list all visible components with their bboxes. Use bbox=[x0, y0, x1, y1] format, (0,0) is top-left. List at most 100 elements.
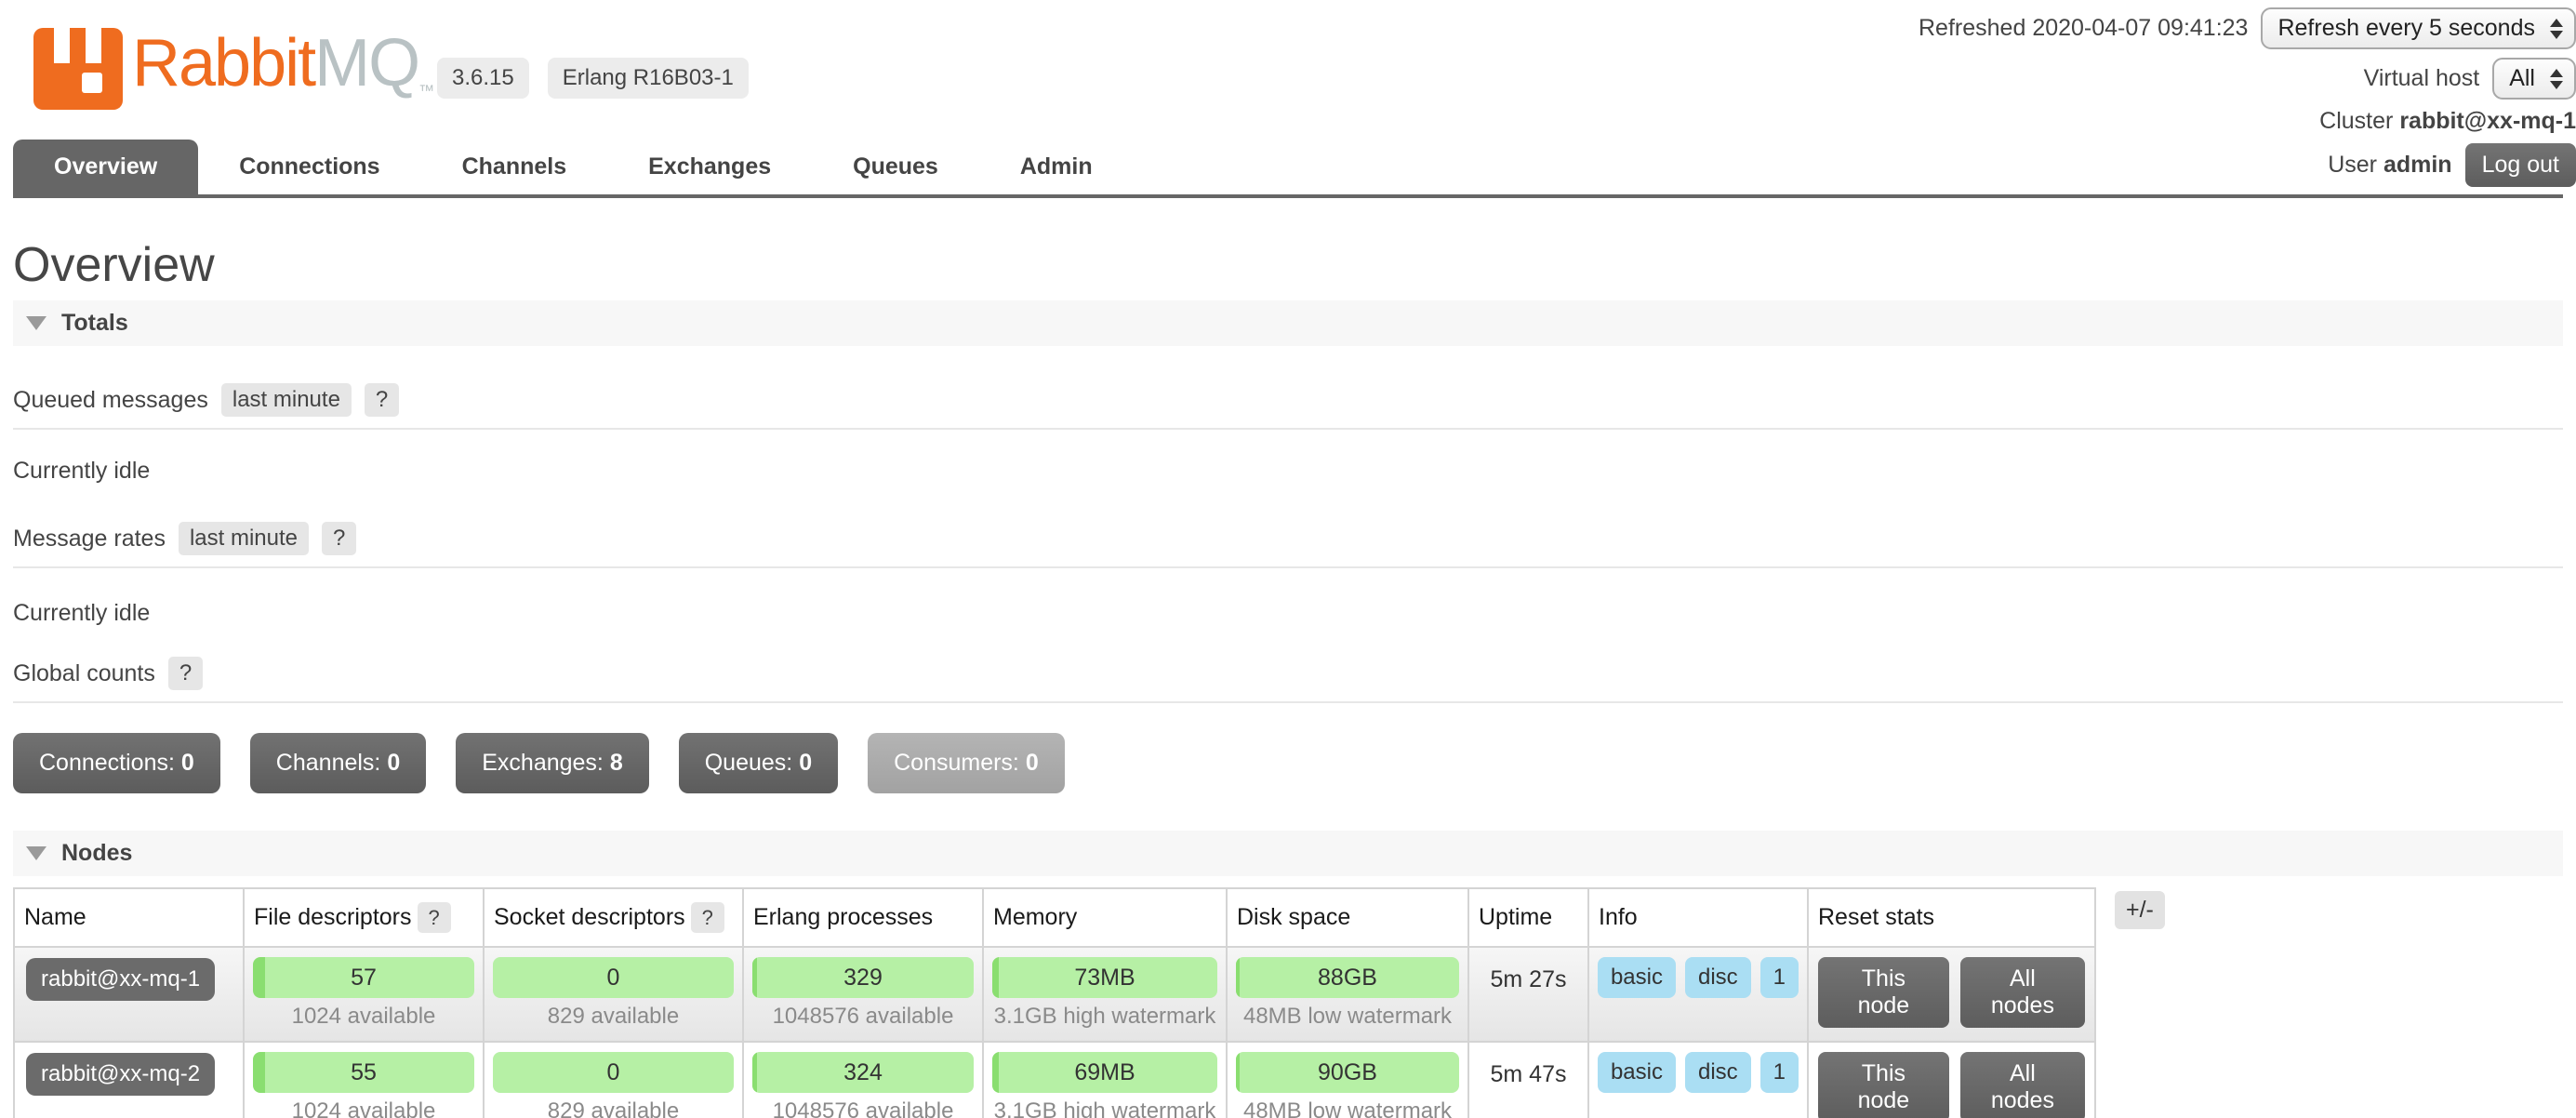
trademark-symbol: ™ bbox=[418, 82, 435, 100]
connections-count-button[interactable]: Connections: 0 bbox=[13, 733, 220, 793]
nodes-section-header[interactable]: Nodes bbox=[13, 831, 2563, 876]
user-info: User admin bbox=[2328, 152, 2452, 178]
rates-idle-status: Currently idle bbox=[13, 600, 151, 626]
disk-usage-bar: 90GB bbox=[1236, 1052, 1459, 1093]
message-rates-header: Message rates last minute ? bbox=[13, 522, 2563, 568]
user-name: admin bbox=[2383, 152, 2452, 178]
memory-watermark: 3.1GB high watermark bbox=[993, 1098, 1216, 1118]
node-uptime: 5m 47s bbox=[1490, 1061, 1567, 1087]
rabbitmq-logo-icon bbox=[33, 28, 123, 110]
nodes-section-title: Nodes bbox=[61, 840, 133, 866]
version-badge: 3.6.15 bbox=[437, 58, 529, 99]
col-uptime: Uptime bbox=[1467, 887, 1589, 948]
refreshed-timestamp: Refreshed 2020-04-07 09:41:23 bbox=[1919, 15, 2249, 41]
info-badge-count: 1 bbox=[1759, 957, 1799, 998]
queued-help-icon[interactable]: ? bbox=[364, 383, 400, 417]
col-name: Name bbox=[13, 887, 245, 948]
disk-watermark: 48MB low watermark bbox=[1242, 1098, 1453, 1118]
channels-count-button[interactable]: Channels: 0 bbox=[249, 733, 427, 793]
fd-help-icon[interactable]: ? bbox=[417, 902, 451, 933]
col-info: Info bbox=[1587, 887, 1809, 948]
nav-tabs: Overview Connections Channels Exchanges … bbox=[13, 140, 2563, 198]
memory-usage-bar: 73MB bbox=[992, 957, 1217, 998]
queued-period-badge[interactable]: last minute bbox=[220, 383, 352, 417]
tab-exchanges[interactable]: Exchanges bbox=[648, 153, 772, 180]
memory-usage-bar: 69MB bbox=[992, 1052, 1217, 1093]
queued-messages-label: Queued messages bbox=[13, 386, 208, 413]
virtual-host-value: All bbox=[2509, 65, 2535, 91]
sockets-available: 829 available bbox=[547, 1004, 680, 1029]
session-panel: Refreshed 2020-04-07 09:41:23 Refresh ev… bbox=[1919, 7, 2576, 187]
rabbitmq-logo[interactable]: RabbitMQ ™ bbox=[33, 22, 434, 110]
tab-channels[interactable]: Channels bbox=[461, 153, 567, 180]
table-header-row: Name File descriptors? Socket descriptor… bbox=[13, 887, 2096, 948]
queues-count-button[interactable]: Queues: 0 bbox=[678, 733, 839, 793]
consumers-count-button[interactable]: Consumers: 0 bbox=[868, 733, 1065, 793]
col-file-descriptors: File descriptors? bbox=[243, 887, 485, 948]
sockets-available: 829 available bbox=[547, 1098, 680, 1118]
col-erlang-processes: Erlang processes bbox=[742, 887, 984, 948]
node-name-link[interactable]: rabbit@xx-mq-2 bbox=[26, 1053, 216, 1096]
logo-text: RabbitMQ bbox=[132, 22, 420, 104]
virtual-host-label: Virtual host bbox=[2363, 65, 2480, 91]
memory-watermark: 3.1GB high watermark bbox=[993, 1004, 1216, 1029]
rates-help-icon[interactable]: ? bbox=[322, 522, 357, 555]
reset-all-nodes-button[interactable]: All nodes bbox=[1959, 1052, 2085, 1118]
logout-button[interactable]: Log out bbox=[2464, 143, 2576, 187]
node-uptime: 5m 27s bbox=[1490, 966, 1567, 992]
select-arrows-icon bbox=[2550, 68, 2563, 89]
node-row: rabbit@xx-mq-1 57 1024 available 0 829 ava… bbox=[13, 946, 2096, 1043]
col-reset-stats: Reset stats bbox=[1807, 887, 2096, 948]
cluster-name: rabbit@xx-mq-1 bbox=[2399, 108, 2576, 134]
tab-connections[interactable]: Connections bbox=[239, 153, 380, 180]
logo-rabbit-text: Rabbit bbox=[132, 26, 316, 100]
virtual-host-select[interactable]: All bbox=[2492, 58, 2576, 100]
nodes-table: Name File descriptors? Socket descriptor… bbox=[13, 887, 2096, 1118]
refresh-interval-select[interactable]: Refresh every 5 seconds bbox=[2261, 7, 2576, 49]
queued-idle-status: Currently idle bbox=[13, 458, 151, 484]
erlang-available: 1048576 available bbox=[772, 1004, 954, 1029]
totals-section-header[interactable]: Totals bbox=[13, 300, 2563, 346]
fd-usage-bar: 55 bbox=[253, 1052, 474, 1093]
top-bar: RabbitMQ ™ 3.6.15 Erlang R16B03-1 Refres… bbox=[0, 0, 2576, 187]
totals-section-title: Totals bbox=[61, 310, 128, 336]
socket-usage-bar: 0 bbox=[493, 1052, 734, 1093]
queued-messages-header: Queued messages last minute ? bbox=[13, 383, 2563, 430]
socket-help-icon[interactable]: ? bbox=[690, 902, 724, 933]
reset-this-node-button[interactable]: This node bbox=[1818, 1052, 1949, 1118]
collapse-triangle-icon bbox=[26, 316, 46, 330]
select-arrows-icon bbox=[2550, 18, 2563, 39]
reset-this-node-button[interactable]: This node bbox=[1818, 957, 1949, 1028]
reset-all-nodes-button[interactable]: All nodes bbox=[1959, 957, 2085, 1028]
tab-queues[interactable]: Queues bbox=[853, 153, 938, 180]
tab-overview[interactable]: Overview bbox=[13, 140, 199, 194]
column-toggle-button[interactable]: +/- bbox=[2115, 891, 2165, 929]
global-counts-help-icon[interactable]: ? bbox=[167, 657, 204, 690]
col-socket-descriptors: Socket descriptors? bbox=[483, 887, 744, 948]
erlang-version-badge: Erlang R16B03-1 bbox=[547, 58, 749, 99]
logo-mq-text: MQ bbox=[314, 26, 420, 100]
message-rates-label: Message rates bbox=[13, 525, 166, 552]
disk-watermark: 48MB low watermark bbox=[1242, 1004, 1453, 1029]
global-counts-header: Global counts ? bbox=[13, 657, 2563, 703]
exchanges-count-button[interactable]: Exchanges: 8 bbox=[456, 733, 649, 793]
info-badge-disc: disc bbox=[1684, 957, 1751, 998]
refresh-interval-value: Refresh every 5 seconds bbox=[2277, 15, 2535, 41]
page-title: Overview bbox=[13, 238, 215, 292]
tab-admin[interactable]: Admin bbox=[1019, 153, 1093, 180]
info-badge-count: 1 bbox=[1759, 1052, 1799, 1093]
erlang-available: 1048576 available bbox=[772, 1098, 954, 1118]
disk-usage-bar: 88GB bbox=[1236, 957, 1459, 998]
cluster-info: Cluster rabbit@xx-mq-1 bbox=[2319, 108, 2576, 134]
global-counts-row: Connections: 0 Channels: 0 Exchanges: 8 … bbox=[13, 733, 2563, 793]
rates-period-badge[interactable]: last minute bbox=[178, 522, 310, 555]
collapse-triangle-icon bbox=[26, 846, 46, 860]
global-counts-label: Global counts bbox=[13, 659, 155, 686]
socket-usage-bar: 0 bbox=[493, 957, 734, 998]
fd-available: 1024 available bbox=[291, 1004, 436, 1029]
info-badge-disc: disc bbox=[1684, 1052, 1751, 1093]
node-name-link[interactable]: rabbit@xx-mq-1 bbox=[26, 958, 216, 1001]
fd-available: 1024 available bbox=[291, 1098, 436, 1118]
erlang-usage-bar: 329 bbox=[752, 957, 974, 998]
col-memory: Memory bbox=[982, 887, 1228, 948]
